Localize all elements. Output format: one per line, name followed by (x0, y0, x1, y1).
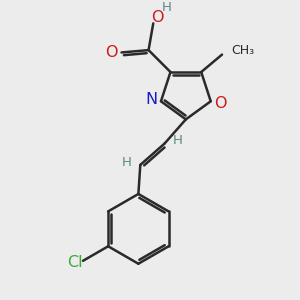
Text: O: O (214, 96, 227, 111)
Text: H: H (173, 134, 183, 147)
Text: N: N (145, 92, 157, 107)
Text: O: O (106, 45, 118, 60)
Text: O: O (151, 10, 164, 25)
Text: Cl: Cl (68, 255, 83, 270)
Text: H: H (122, 157, 132, 169)
Text: H: H (162, 2, 172, 14)
Text: CH₃: CH₃ (232, 44, 255, 57)
